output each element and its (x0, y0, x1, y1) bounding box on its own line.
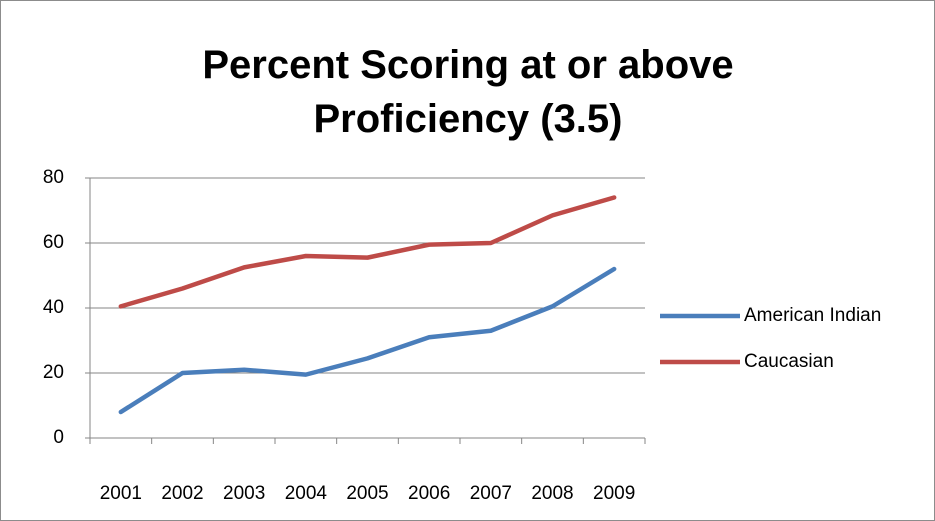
x-tick-label: 2005 (346, 483, 388, 504)
y-tick-label: 20 (43, 362, 64, 383)
legend-label: American Indian (744, 305, 881, 326)
y-tick-label: 60 (43, 232, 64, 253)
x-tick-label: 2008 (531, 483, 573, 504)
y-tick-label: 40 (43, 297, 64, 318)
line-series (118, 266, 617, 415)
legend-label: Caucasian (744, 351, 834, 372)
x-tick-label: 2007 (470, 483, 512, 504)
y-tick-label: 0 (53, 427, 64, 448)
x-tick-label: 2006 (408, 483, 450, 504)
x-tick-label: 2002 (161, 483, 203, 504)
x-tick-label: 2001 (100, 483, 142, 504)
chart-title: Percent Scoring at or above Proficiency … (202, 43, 734, 141)
line-series (118, 195, 617, 309)
x-tick-label: 2004 (285, 483, 328, 504)
x-tick-label: 2009 (593, 483, 635, 504)
y-tick-label: 80 (43, 167, 64, 188)
x-tick-label: 2003 (223, 483, 265, 504)
